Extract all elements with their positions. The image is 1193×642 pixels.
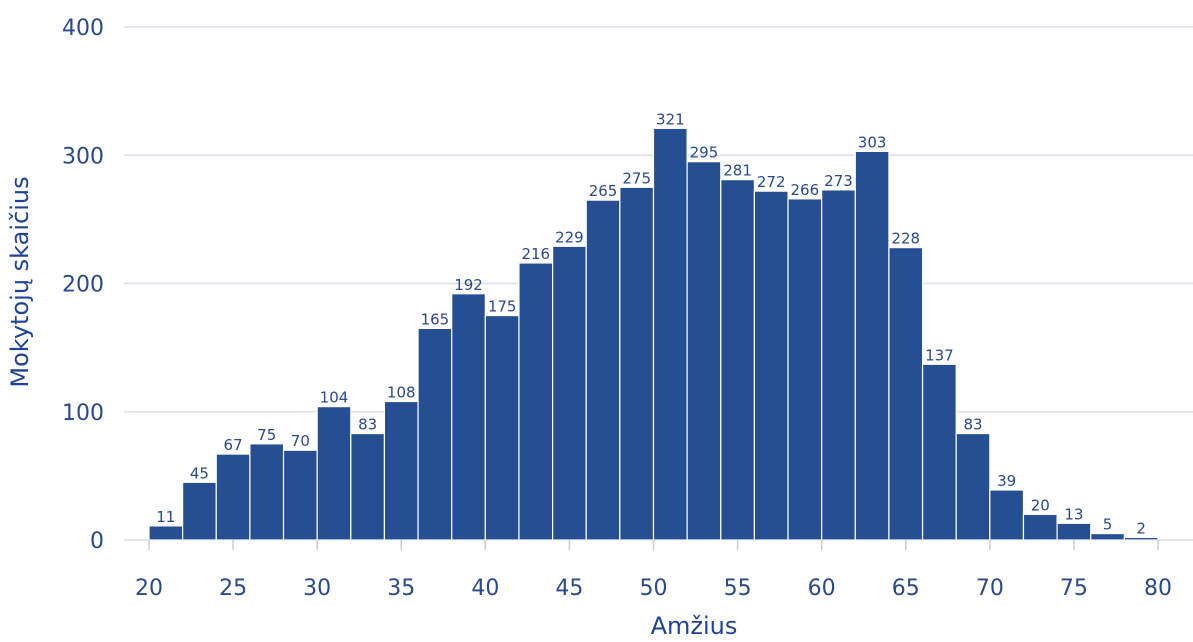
- bar-value-label: 83: [963, 416, 982, 434]
- bar-value-label: 165: [421, 310, 450, 328]
- bar-value-label: 273: [824, 172, 853, 190]
- y-tick-label: 200: [62, 273, 104, 298]
- x-axis-title: Amžius: [651, 612, 738, 640]
- bar: [821, 189, 856, 541]
- bar-value-label: 275: [622, 169, 651, 187]
- bar-value-label: 137: [925, 346, 954, 364]
- bar: [854, 150, 890, 541]
- x-tick-label: 45: [555, 576, 583, 601]
- x-tick-label: 70: [976, 576, 1004, 601]
- bar: [383, 400, 419, 541]
- x-tick-label: 30: [303, 576, 331, 601]
- bar-value-label: 272: [757, 173, 786, 191]
- x-tick-label: 65: [892, 576, 920, 601]
- bar-value-label: 2: [1136, 519, 1146, 537]
- bar: [1022, 513, 1058, 541]
- bar-value-label: 104: [320, 389, 349, 407]
- bar: [888, 246, 924, 541]
- x-tick-label: 20: [135, 576, 163, 601]
- x-tick-label: 35: [387, 576, 415, 601]
- bar: [484, 314, 520, 541]
- bar: [585, 199, 621, 541]
- bar-value-label: 20: [1031, 496, 1050, 514]
- bar: [316, 406, 352, 541]
- y-tick-label: 100: [62, 401, 104, 426]
- bar: [215, 453, 251, 541]
- bar-value-label: 265: [589, 182, 618, 200]
- bar-value-label: 5: [1103, 516, 1113, 534]
- bar: [989, 489, 1025, 541]
- bar-value-label: 70: [291, 432, 310, 450]
- bar: [720, 179, 755, 541]
- bar: [753, 190, 789, 541]
- bar-value-label: 216: [521, 245, 550, 263]
- bars: [148, 127, 1159, 541]
- bar-value-label: 108: [387, 383, 416, 401]
- x-tick-label: 60: [808, 576, 836, 601]
- bar: [551, 245, 587, 541]
- bar-value-label: 175: [488, 298, 517, 316]
- x-tick-label: 80: [1144, 576, 1172, 601]
- bar-value-label: 281: [723, 162, 752, 180]
- y-tick-label: 0: [90, 529, 104, 554]
- bar-value-label: 295: [690, 144, 719, 162]
- bar-value-label: 13: [1064, 505, 1083, 523]
- bar: [652, 127, 688, 541]
- y-tick-label: 300: [62, 144, 104, 169]
- bar-value-label: 192: [454, 276, 483, 294]
- bar-value-label: 228: [891, 230, 920, 248]
- y-tick-labels: 0 100 200 300 400: [62, 16, 104, 554]
- bar-value-label: 39: [997, 472, 1016, 490]
- bar-value-label: 321: [656, 110, 685, 128]
- bar-value-label: 45: [190, 464, 209, 482]
- bar: [417, 327, 453, 541]
- bar: [1056, 522, 1092, 541]
- bar-value-label: 11: [156, 508, 175, 526]
- x-tick-label: 40: [471, 576, 499, 601]
- bar: [619, 186, 655, 541]
- x-tick-label: 75: [1060, 576, 1088, 601]
- x-tick-label: 55: [724, 576, 752, 601]
- y-tick-label: 400: [62, 16, 104, 41]
- bar: [148, 525, 184, 541]
- bar: [955, 432, 991, 541]
- bar: [518, 262, 554, 541]
- bar-value-label: 229: [555, 228, 584, 246]
- bar: [451, 293, 486, 541]
- bar-value-label: 75: [257, 426, 276, 444]
- x-tick-labels: 20 25 30 35 40 45 50 55 60 65 70 75 80: [135, 540, 1172, 601]
- bar: [921, 363, 957, 541]
- x-tick-label: 25: [219, 576, 247, 601]
- bar-value-label: 83: [358, 416, 377, 434]
- bar: [1090, 532, 1125, 541]
- bar: [182, 481, 217, 541]
- bar-value-label: 303: [858, 133, 887, 151]
- bar: [787, 198, 823, 541]
- bar: [350, 432, 386, 541]
- bar: [1123, 536, 1159, 541]
- y-axis-title: Mokytojų skaičius: [6, 176, 34, 387]
- x-tick-label: 50: [640, 576, 668, 601]
- bar-value-label: 266: [791, 181, 820, 199]
- bar: [686, 161, 722, 541]
- bar: [282, 449, 318, 541]
- bar-value-label: 67: [224, 436, 243, 454]
- bar: [249, 443, 285, 541]
